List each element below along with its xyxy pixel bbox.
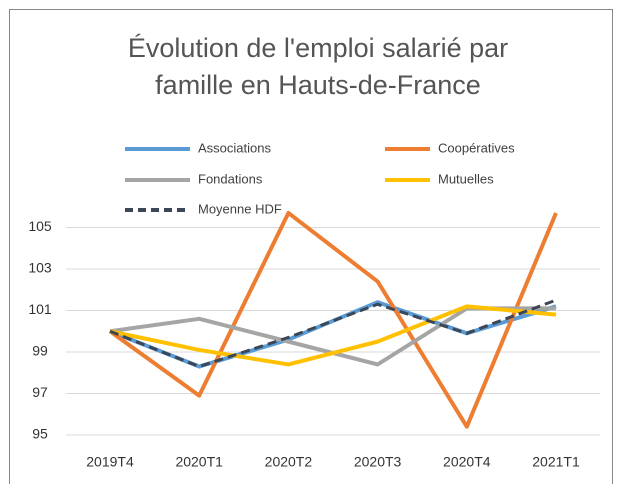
legend-label: Moyenne HDF (198, 201, 282, 216)
x-tick-label: 2019T4 (86, 454, 134, 470)
series-line (109, 304, 557, 367)
y-tick-label: 101 (28, 301, 52, 317)
legend-label: Mutuelles (438, 171, 494, 186)
chart-border (9, 9, 613, 489)
y-tick-label: 105 (28, 218, 52, 234)
legend-label: Fondations (198, 171, 263, 186)
x-tick-label: 2020T1 (175, 454, 223, 470)
chart-title: famille en Hauts-de-France (155, 70, 481, 100)
x-tick-label: 2020T2 (265, 454, 313, 470)
y-tick-label: 97 (32, 384, 48, 400)
y-tick-label: 103 (28, 260, 52, 276)
x-tick-label: 2020T3 (354, 454, 402, 470)
x-tick-label: 2021T1 (532, 454, 580, 470)
series-line (109, 298, 557, 369)
legend-label: Coopératives (438, 140, 515, 155)
chart-title: Évolution de l'emploi salarié par (128, 33, 508, 63)
y-tick-label: 95 (32, 426, 48, 442)
legend-label: Associations (198, 140, 271, 155)
y-tick-label: 99 (32, 343, 48, 359)
series-line (108, 210, 558, 429)
x-tick-label: 2020T4 (443, 454, 491, 470)
